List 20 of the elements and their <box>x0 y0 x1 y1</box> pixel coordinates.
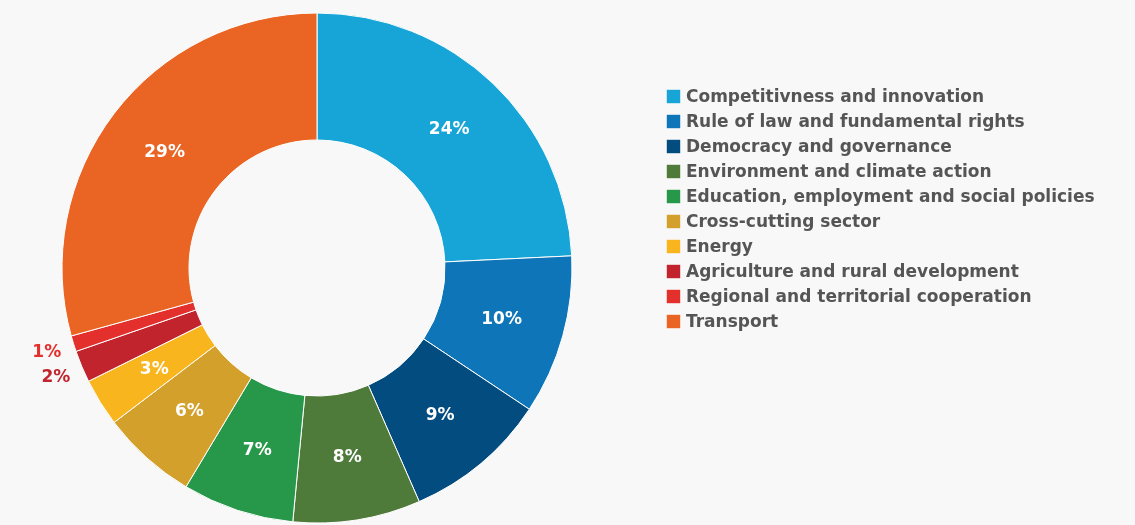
legend-label: Democracy and governance <box>686 135 952 156</box>
data-label: 9% <box>425 403 455 424</box>
data-label: 24% <box>428 118 470 139</box>
legend-label: Cross-cutting sector <box>686 210 881 231</box>
legend-label: Environment and climate action <box>686 160 992 181</box>
legend-label: Agriculture and rural development <box>686 260 1019 281</box>
legend-label: Transport <box>686 310 779 331</box>
data-label: 1% <box>32 341 62 362</box>
data-label: 6% <box>174 399 204 420</box>
legend-label: Competitivness and innovation <box>686 85 985 106</box>
legend-label: Energy <box>686 235 753 256</box>
legend-label: Education, employment and social policies <box>686 185 1095 206</box>
data-label: 2% <box>41 366 71 387</box>
legend-label: Rule of law and fundamental rights <box>686 110 1025 131</box>
legend-label: Regional and territorial cooperation <box>686 285 1032 306</box>
data-label: 29% <box>144 141 185 162</box>
data-label: 7% <box>242 438 272 459</box>
data-label: 3% <box>139 357 169 378</box>
data-label: 8% <box>332 446 362 467</box>
data-label: 10% <box>481 308 522 329</box>
